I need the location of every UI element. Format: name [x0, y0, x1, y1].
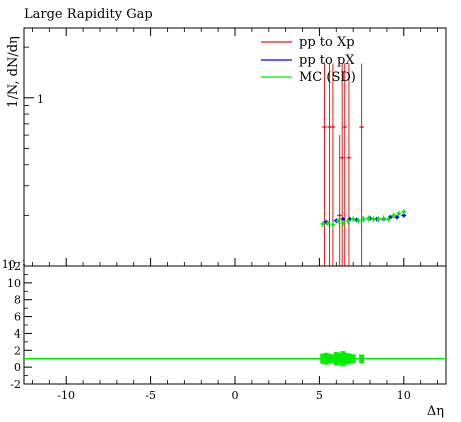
- ratio-y-tick-label: 0: [14, 361, 21, 374]
- ratio-series: [24, 351, 446, 367]
- x-tick-label: -5: [145, 389, 156, 402]
- data-point-mc-sd: [366, 216, 370, 220]
- data-point-pp-to-px: [402, 213, 406, 217]
- data-point-mc-sd: [397, 211, 401, 216]
- data-point-mc-sd: [376, 217, 381, 221]
- y-tick-0.1: 10⁻¹: [2, 258, 26, 271]
- data-point-pp-to-xp: [338, 214, 341, 217]
- ratio-y-tick-label: 6: [14, 311, 21, 324]
- x-tick-label: 5: [316, 389, 323, 402]
- data-point-mc-sd: [326, 221, 330, 225]
- ratio-error-band: [330, 354, 336, 363]
- ratio-error-band: [333, 351, 339, 366]
- ratio-y-tick-label: -2: [10, 378, 21, 391]
- ratio-y-tick-label: 12: [7, 260, 21, 273]
- legend-label-pp-to-px: pp to pX: [299, 53, 355, 68]
- data-point-pp-to-xp: [343, 125, 346, 129]
- ratio-error-band: [359, 354, 365, 363]
- main-panel-frame: [23, 27, 447, 267]
- ratio-y-tick-label: 2: [14, 344, 21, 357]
- ratio-error-band: [320, 353, 326, 364]
- data-point-mc-sd: [331, 223, 335, 227]
- main-panel: 1 10⁻¹: [2, 27, 447, 271]
- ratio-panel-frame: [23, 265, 447, 385]
- y-tick-1: 1: [37, 93, 44, 106]
- data-point-pp-to-xp: [360, 125, 363, 129]
- x-tick-label: -10: [57, 389, 75, 402]
- ratio-y-tick-label: 4: [14, 327, 21, 340]
- ratio-error-band: [350, 354, 356, 363]
- data-point-mc-sd: [381, 216, 386, 220]
- y-axis-label: 1/N, dN/dη: [6, 36, 21, 108]
- ratio-panel: -10 -5 0 5 10 -2 0 2 4 6 8 10 12: [7, 260, 447, 402]
- data-point-mc-sd: [341, 221, 345, 225]
- ratio-error-band: [347, 353, 353, 364]
- ratio-error-band: [343, 352, 349, 365]
- ratio-error-band: [323, 352, 329, 365]
- y-tick-label-1: 1: [37, 93, 44, 106]
- ratio-error-band: [340, 351, 346, 367]
- data-point-pp-to-xp: [347, 156, 351, 159]
- ratio-y-tick-label: 10: [7, 277, 21, 290]
- x-axis-label: Δη: [427, 404, 444, 419]
- data-point-pp-to-px: [395, 215, 399, 219]
- data-point-mc-sd: [321, 222, 325, 226]
- data-point-mc-sd: [351, 217, 355, 221]
- legend-label-pp-to-xp: pp to Xp: [299, 35, 355, 50]
- data-point-mc-sd: [361, 217, 365, 221]
- x-tick-label: 0: [232, 389, 239, 402]
- x-tick-label: 10: [397, 389, 411, 402]
- ratio-error-band: [327, 353, 333, 364]
- legend-label-mc-sd: MC (SD): [299, 70, 356, 85]
- main-series: [320, 63, 407, 266]
- chart-title: Large Rapidity Gap: [24, 7, 153, 22]
- main-ticks: [24, 28, 438, 267]
- data-point-mc-sd: [392, 213, 396, 217]
- data-point-pp-to-xp: [331, 125, 335, 129]
- ratio-ticks: -10 -5 0 5 10 -2 0 2 4 6 8 10 12: [7, 260, 438, 402]
- data-point-pp-to-xp: [328, 125, 331, 129]
- data-point-pp-to-xp: [340, 156, 344, 159]
- data-point-mc-sd: [356, 219, 360, 223]
- data-point-mc-sd: [346, 219, 350, 223]
- data-point-mc-sd: [371, 217, 376, 221]
- data-point-pp-to-px: [341, 217, 345, 221]
- data-point-pp-to-xp: [323, 125, 326, 129]
- ratio-error-band: [337, 352, 343, 365]
- legend: pp to Xp pp to pX MC (SD): [261, 35, 356, 85]
- data-point-mc-sd: [402, 210, 406, 214]
- data-point-mc-sd: [387, 217, 391, 221]
- data-point-mc-sd: [336, 219, 340, 223]
- ratio-y-tick-label: 8: [14, 294, 21, 307]
